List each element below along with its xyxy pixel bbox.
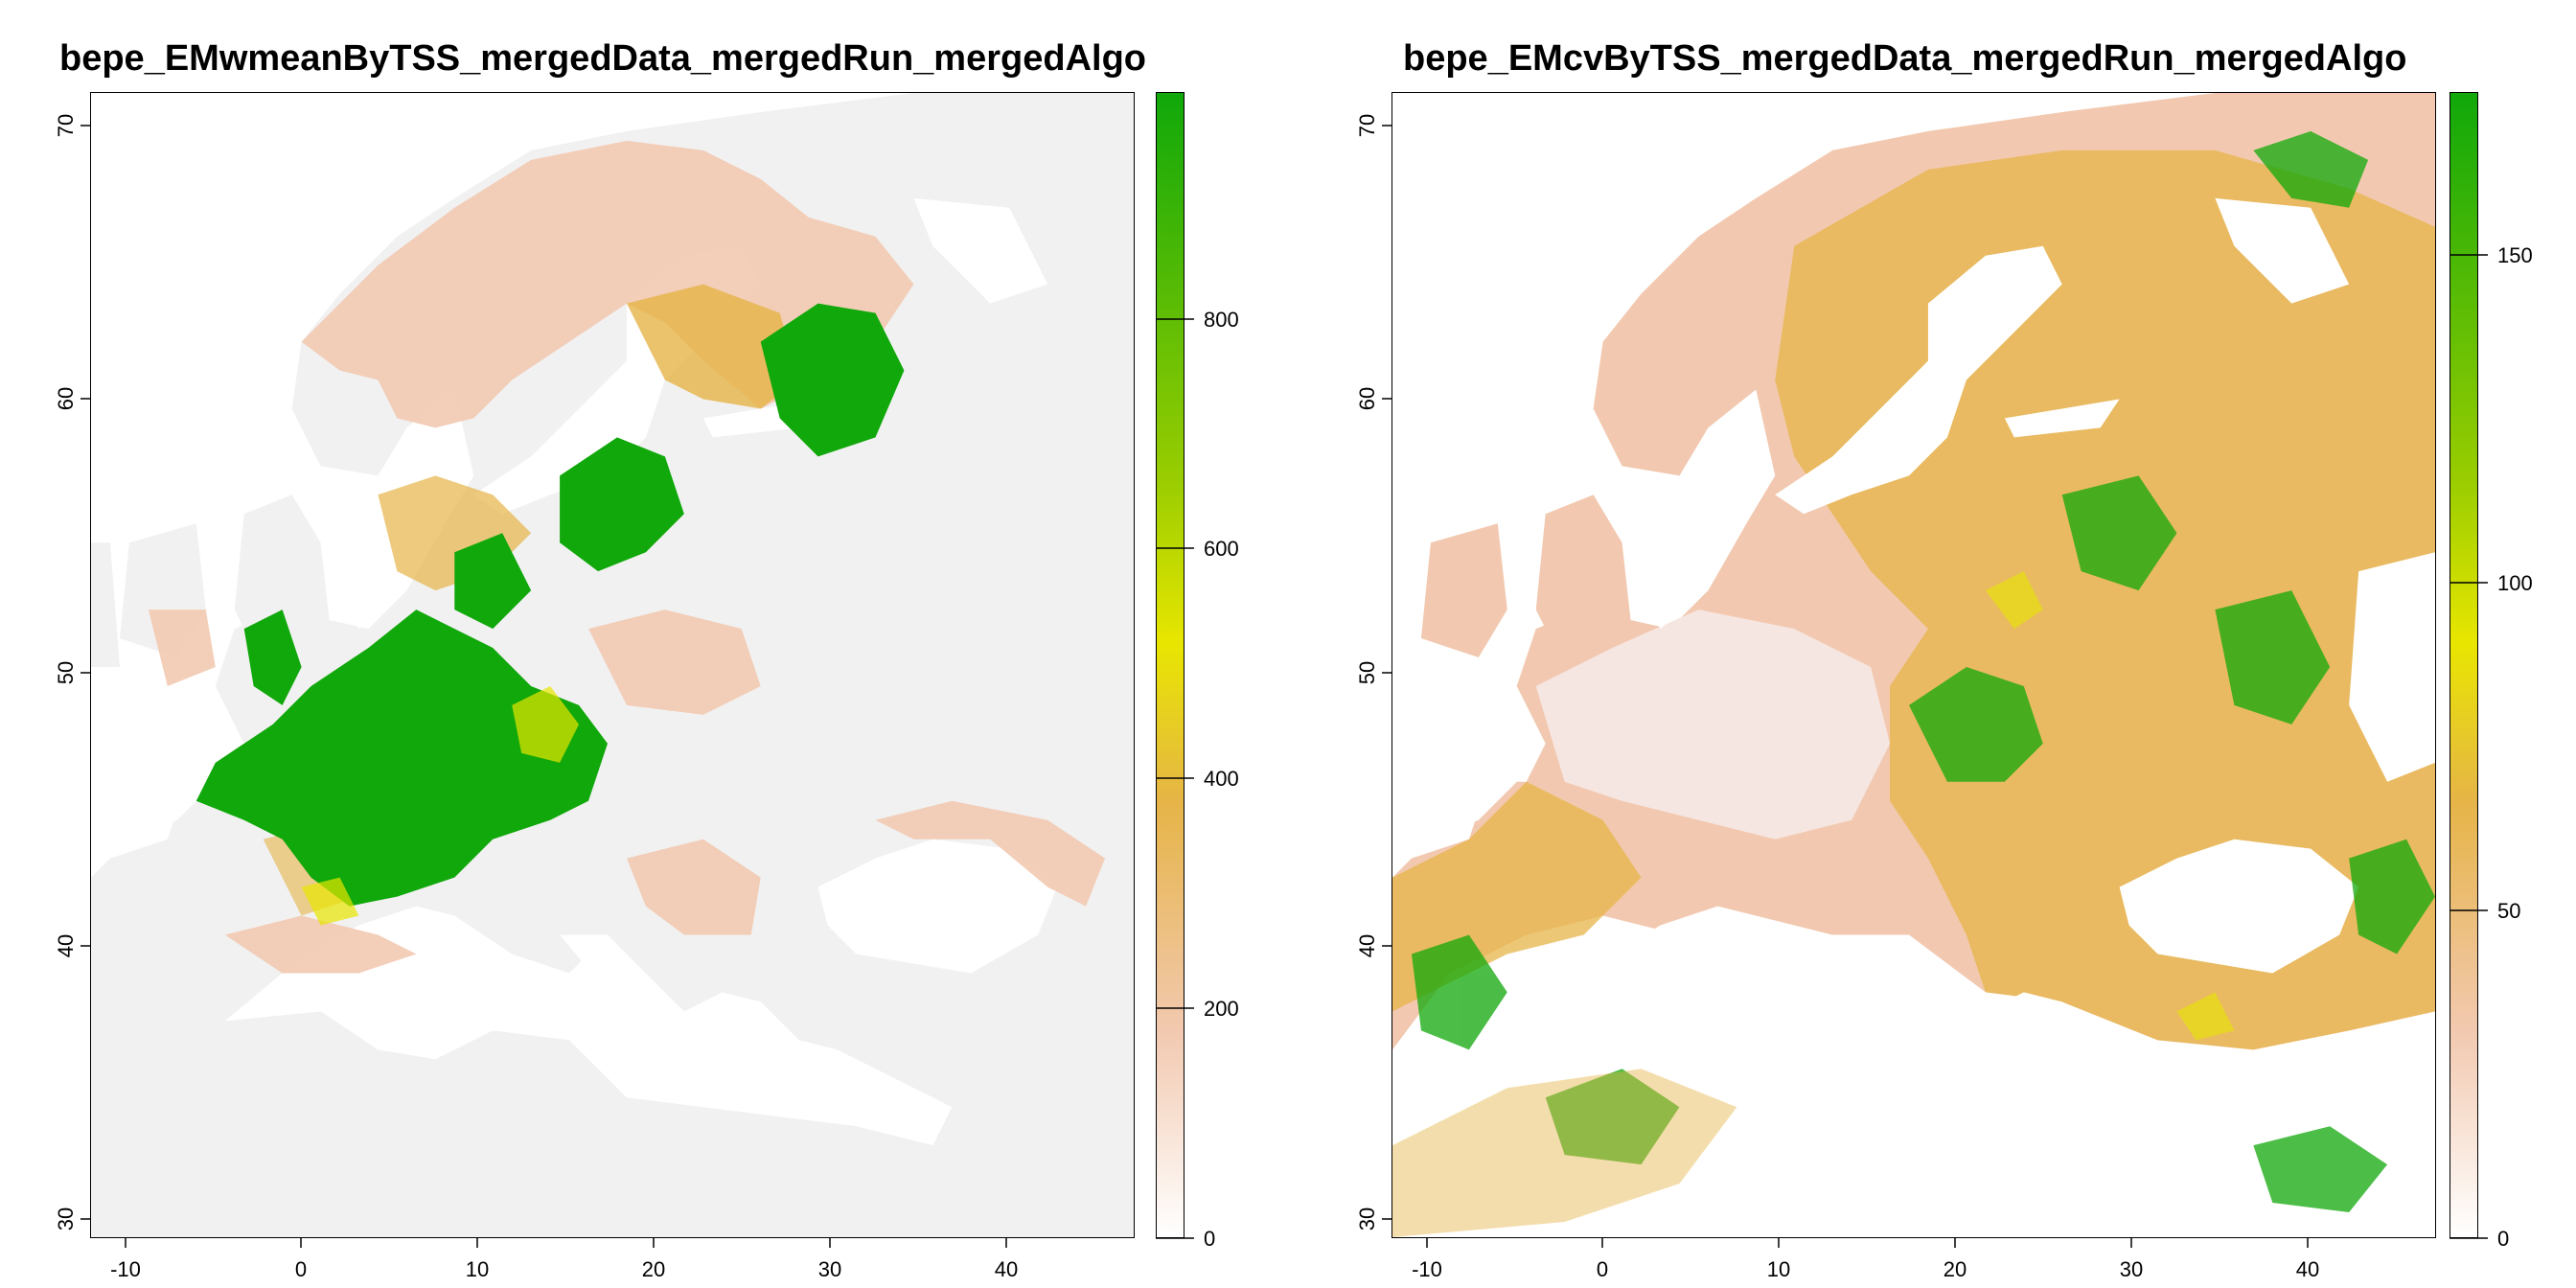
y-tick-label: 70 <box>1355 114 1379 137</box>
x-tick-label: 20 <box>1944 1257 1966 1281</box>
legend-tick-label: 150 <box>2497 243 2533 267</box>
right-color-legend <box>2450 92 2478 1238</box>
y-tick-label: 40 <box>54 934 78 957</box>
legend-tick-label: 400 <box>1204 767 1239 791</box>
left-map-panel: bepe_EMwmeanByTSS_mergedData_mergedRun_m… <box>54 38 1239 1281</box>
y-tick-label: 70 <box>54 114 78 137</box>
x-tick-label: 20 <box>642 1257 665 1281</box>
x-tick-label: 10 <box>466 1257 489 1281</box>
x-tick-label: -10 <box>110 1257 141 1281</box>
left-color-legend <box>1156 92 1184 1238</box>
x-tick-label: 0 <box>295 1257 307 1281</box>
x-tick-label: 0 <box>1597 1257 1608 1281</box>
y-tick-label: 60 <box>1355 387 1379 410</box>
right-map-graphic <box>1392 93 2435 1237</box>
legend-tick-label: 600 <box>1204 537 1239 561</box>
left-map-title: bepe_EMwmeanByTSS_mergedData_mergedRun_m… <box>59 38 1146 79</box>
right-map-area <box>1392 92 2436 1238</box>
left-map-graphic <box>91 93 1134 1237</box>
legend-tick-label: 200 <box>1204 997 1239 1021</box>
x-tick-label: 10 <box>1767 1257 1790 1281</box>
legend-tick-label: 0 <box>1204 1227 1215 1251</box>
left-map-area <box>90 92 1135 1238</box>
x-tick-label: 40 <box>2296 1257 2319 1281</box>
y-tick-label: 40 <box>1355 934 1379 957</box>
legend-tick-label: 50 <box>2497 899 2520 923</box>
y-tick-label: 60 <box>54 387 78 410</box>
x-tick-label: -10 <box>1412 1257 1442 1281</box>
right-map-title: bepe_EMcvByTSS_mergedData_mergedRun_merg… <box>1403 38 2407 79</box>
x-tick-label: 30 <box>2120 1257 2143 1281</box>
right-map-panel: bepe_EMcvByTSS_mergedData_mergedRun_merg… <box>1288 0 2576 1288</box>
y-tick-label: 30 <box>54 1208 78 1230</box>
y-tick-label: 50 <box>54 661 78 684</box>
legend-tick-label: 800 <box>1204 308 1239 332</box>
legend-tick-label: 100 <box>2497 571 2533 595</box>
x-tick-label: 40 <box>995 1257 1018 1281</box>
y-tick-label: 50 <box>1355 661 1379 684</box>
legend-tick-label: 0 <box>2497 1227 2509 1251</box>
x-tick-label: 30 <box>818 1257 841 1281</box>
y-tick-label: 30 <box>1355 1208 1379 1230</box>
